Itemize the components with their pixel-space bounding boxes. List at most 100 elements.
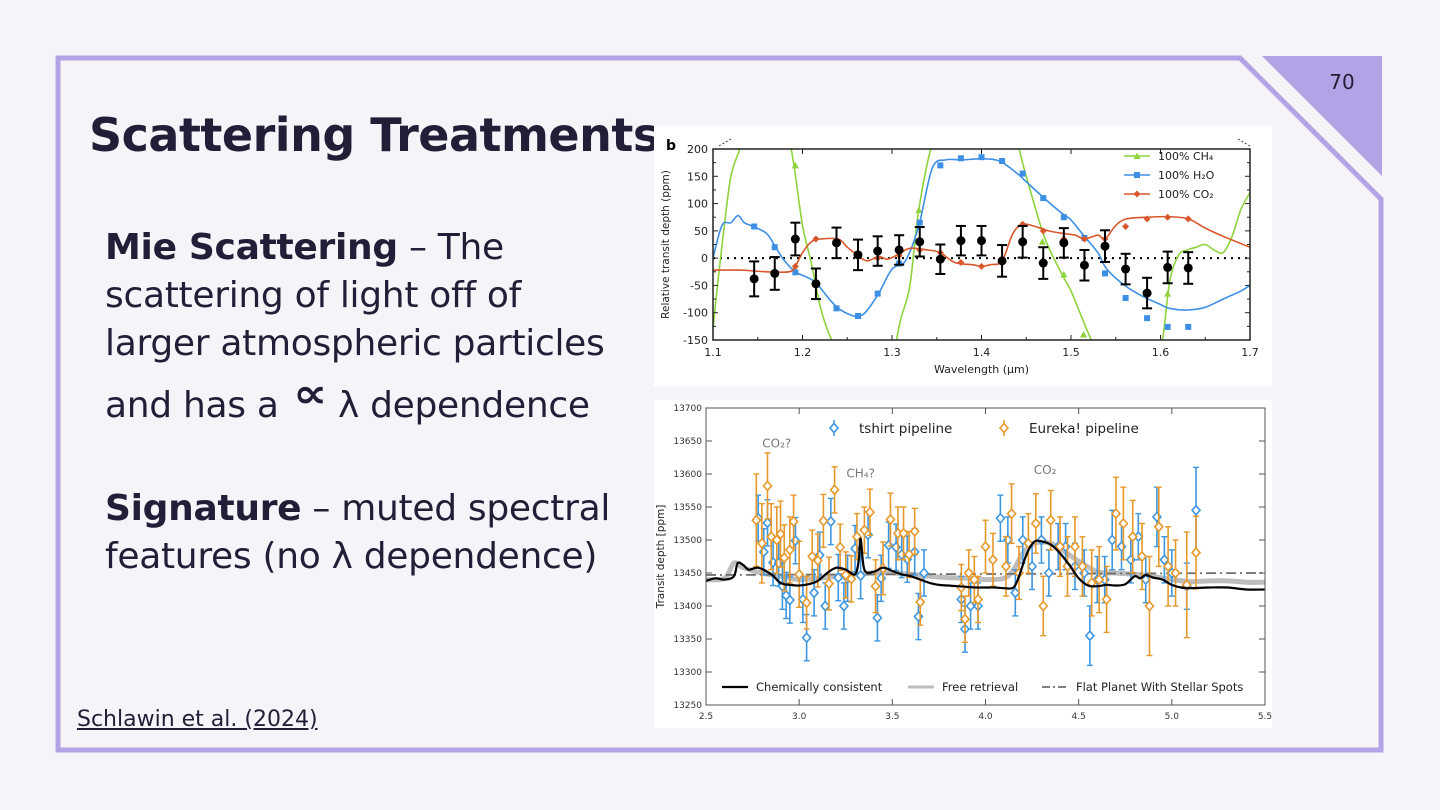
observed-data-point (935, 254, 945, 264)
eureka-point (801, 596, 812, 609)
observed-data-point (1079, 260, 1089, 270)
eureka-point (909, 525, 920, 538)
x-tick-label: 3.5 (885, 712, 899, 722)
co2-marker (1080, 235, 1088, 243)
legend-marker (998, 422, 1010, 434)
y-tick-label: 13450 (673, 569, 702, 579)
y-axis-label: Transit depth [ppm] (655, 505, 667, 610)
citation-link[interactable]: Schlawin et al. (2024) (77, 707, 318, 732)
eureka-point (1094, 573, 1105, 586)
mie-line4-pre: and has a (105, 385, 290, 426)
legend-marker (1133, 152, 1141, 159)
eureka-point (859, 524, 870, 536)
x-tick-label: 1.2 (794, 346, 812, 359)
mie-line3: larger atmospheric particles (105, 323, 605, 364)
tshirt-point (890, 541, 902, 553)
tshirt-point (1140, 573, 1151, 586)
co2-marker (978, 262, 985, 270)
ch4-marker (1060, 271, 1068, 278)
mie-line1-rest: – The (397, 227, 504, 268)
crop-mark (718, 138, 732, 147)
h2o-marker (1164, 323, 1171, 330)
h2o-marker (916, 219, 923, 226)
observed-data-point (1100, 241, 1110, 251)
x-tick-label: 1.1 (704, 346, 722, 359)
eureka-point (1127, 530, 1138, 543)
eureka-point (1045, 514, 1056, 526)
eureka-point (775, 528, 786, 540)
eureka-point (1054, 540, 1066, 553)
h2o-marker (1060, 214, 1067, 221)
eureka-point (1077, 560, 1088, 573)
eureka-point (818, 515, 829, 527)
observed-data-point (1018, 237, 1028, 247)
legend-label: Free retrieval (942, 680, 1018, 694)
tshirt-point (918, 567, 930, 579)
tshirt-point (801, 631, 812, 644)
legend-label: 100% H₂O (1158, 169, 1215, 182)
legend-marker (1134, 172, 1140, 178)
y-tick-label: 13250 (673, 701, 702, 711)
mie-line2: scattering of light off of (105, 275, 521, 316)
signature-line2: features (no λ dependence) (105, 536, 598, 577)
eureka-point (904, 548, 915, 561)
tshirt-point (1027, 560, 1038, 573)
observed-data-point (873, 246, 883, 256)
y-tick-label: 50 (694, 225, 708, 238)
co2-marker (1122, 222, 1130, 230)
h2o-marker (937, 162, 944, 169)
eureka-point (1136, 550, 1148, 563)
observed-data-point (1121, 264, 1131, 274)
tshirt-point (838, 600, 849, 612)
tshirt-point (1107, 534, 1118, 546)
tshirt-point (1084, 629, 1095, 642)
observed-data-point (956, 236, 966, 246)
eureka-point (864, 506, 876, 518)
eureka-point (1163, 560, 1174, 573)
observed-data-point (832, 238, 842, 248)
observed-data-point (1183, 263, 1193, 273)
y-tick-label: 13400 (673, 602, 702, 612)
slide-number: 70 (1329, 70, 1355, 94)
y-tick-label: 13350 (673, 635, 702, 645)
h2o-marker (792, 269, 799, 276)
x-tick-label: 2.5 (699, 712, 713, 722)
h2o-marker (999, 158, 1006, 165)
tshirt-point (1190, 504, 1202, 517)
eureka-point (987, 554, 999, 566)
legend-label: 100% CH₄ (1158, 150, 1214, 163)
eureka-point (1000, 560, 1012, 573)
feature-annotation: CO₂? (762, 437, 791, 451)
legend-label: tshirt pipeline (859, 421, 952, 437)
x-tick-label: 1.7 (1241, 346, 1259, 359)
observed-data-point (1142, 288, 1152, 298)
tshirt-point (995, 512, 1006, 524)
x-tick-label: 1.3 (883, 346, 901, 359)
observed-data-point (811, 279, 821, 289)
eureka-point (1153, 521, 1164, 533)
tshirt-point (758, 546, 769, 558)
h2o-marker (833, 305, 840, 312)
h2o-marker (1144, 315, 1151, 322)
tshirt-point (855, 569, 866, 582)
eureka-point (846, 573, 857, 585)
corner-accent (1262, 56, 1382, 176)
x-tick-label: 1.6 (1152, 346, 1170, 359)
h2o-marker (751, 223, 758, 230)
x-tick-label: 3.0 (792, 712, 807, 722)
h2o-marker (957, 155, 964, 162)
tshirt-point (762, 517, 773, 529)
observed-data-point (853, 250, 863, 260)
co2-marker (957, 259, 965, 267)
signature-line1-rest: – muted spectral (301, 488, 611, 529)
y-tick-label: 13550 (673, 503, 702, 513)
observed-data-point (997, 256, 1007, 266)
chart2-plot-area (706, 452, 1265, 667)
observed-data-point (977, 236, 986, 246)
y-axis-label: Relative transit depth (ppm) (660, 170, 672, 319)
mie-line4-post: λ dependence (337, 385, 590, 426)
y-tick-label: 0 (701, 252, 708, 265)
model-line-100-ch- (713, 149, 1250, 340)
eureka-point (1118, 517, 1129, 530)
legend-label: Chemically consistent (756, 680, 883, 694)
